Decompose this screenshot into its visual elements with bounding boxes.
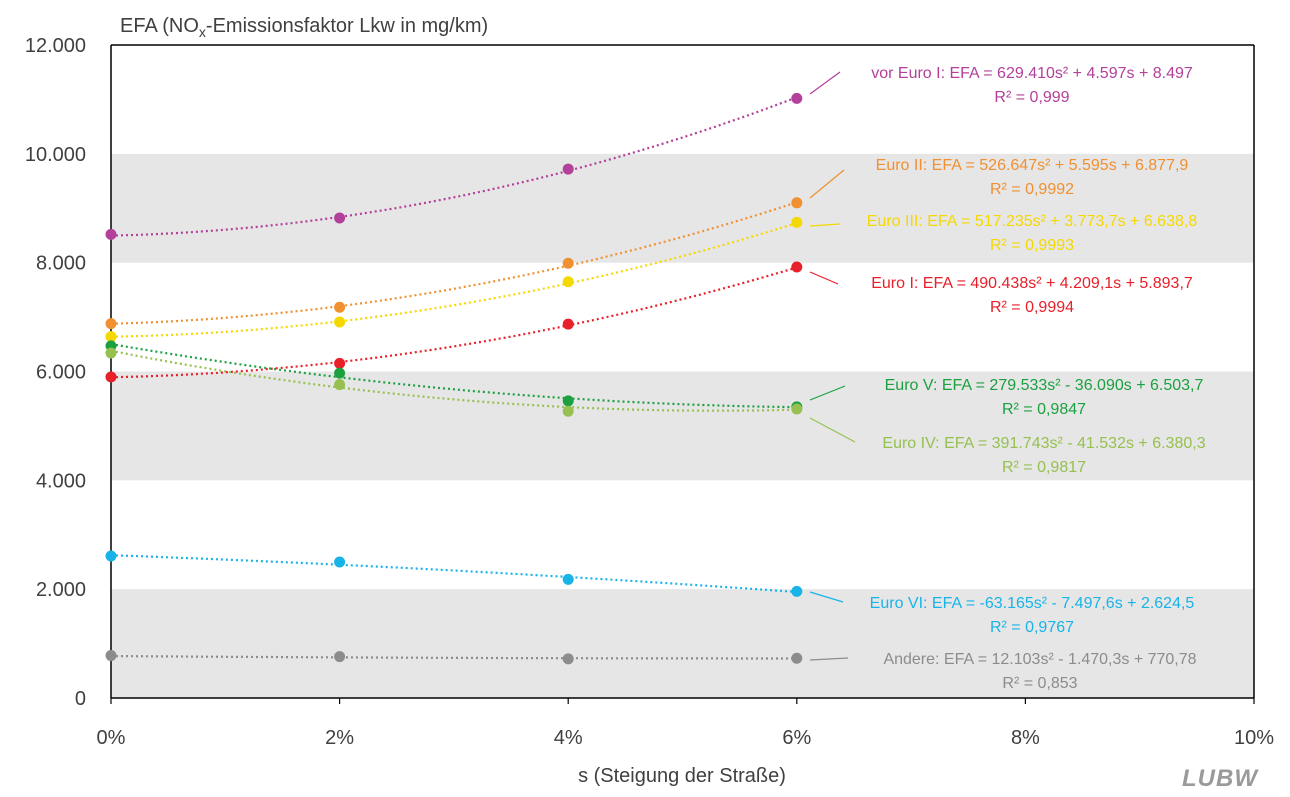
data-point-euro-vi	[105, 550, 117, 562]
data-point-euro-ii	[105, 318, 117, 330]
trend-equation: Euro IV: EFA = 391.743s² - 41.532s + 6.3…	[882, 435, 1205, 452]
data-point-euro-iii	[791, 216, 803, 228]
trend-r-squared: R² = 0,9993	[990, 237, 1074, 254]
trend-equation: Euro III: EFA = 517.235s² + 3.773,7s + 6…	[867, 213, 1198, 230]
data-point-vor-euro-i	[791, 92, 803, 104]
data-point-vor-euro-i	[105, 228, 117, 240]
data-point-euro-i	[105, 371, 117, 383]
trendlines	[110, 96, 798, 660]
data-point-euro-vi	[791, 585, 803, 597]
trend-equation: Andere: EFA = 12.103s² - 1.470,3s + 770,…	[883, 651, 1196, 668]
annotation-leader	[809, 385, 846, 401]
data-point-euro-i	[334, 357, 346, 369]
data-point-euro-iii	[105, 331, 117, 343]
annotation-leader	[809, 591, 844, 603]
annotation-leader	[809, 223, 841, 227]
data-point-euro-iv	[791, 403, 803, 415]
data-point-euro-iv	[105, 347, 117, 359]
data-point-vor-euro-i	[562, 163, 574, 175]
trendline-andere	[111, 655, 797, 660]
y-tick-label: 8.000	[36, 253, 86, 275]
data-point-euro-ii	[562, 257, 574, 269]
y-tick-label: 12.000	[25, 35, 86, 57]
data-point-euro-ii	[334, 301, 346, 313]
data-point-andere	[105, 650, 117, 662]
trend-r-squared: R² = 0,853	[1002, 675, 1077, 692]
y-tick-label: 6.000	[36, 362, 86, 384]
trend-equation: Euro V: EFA = 279.533s² - 36.090s + 6.50…	[885, 377, 1204, 394]
y-tick-label: 10.000	[25, 144, 86, 166]
trend-equation: vor Euro I: EFA = 629.410s² + 4.597s + 8…	[871, 65, 1193, 82]
x-tick-label: 0%	[97, 727, 126, 749]
lubw-logo: LUBW	[1182, 765, 1259, 792]
trendline-euro-v	[110, 343, 797, 409]
annotation-leader	[809, 417, 856, 443]
trendline-euro-iv	[110, 349, 797, 412]
data-point-vor-euro-i	[334, 212, 346, 224]
trend-equation: Euro II: EFA = 526.647s² + 5.595s + 6.87…	[876, 157, 1189, 174]
x-tick-label: 6%	[782, 727, 811, 749]
data-point-andere	[791, 652, 803, 664]
data-point-euro-ii	[791, 197, 803, 209]
y-tick-label: 0	[75, 688, 86, 710]
axes	[110, 44, 1255, 704]
annotation-leader	[809, 169, 845, 199]
x-tick-label: 4%	[554, 727, 583, 749]
grid-band	[111, 589, 1254, 698]
trend-r-squared: R² = 0,9994	[990, 299, 1074, 316]
data-point-euro-v	[334, 367, 346, 379]
data-point-euro-iv	[334, 379, 346, 391]
annotation-leader	[809, 71, 841, 95]
chart-title: EFA (NOx-Emissionsfaktor Lkw in mg/km)	[120, 15, 488, 40]
trend-r-squared: R² = 0,9992	[990, 181, 1074, 198]
x-tick-label: 2%	[325, 727, 354, 749]
data-points	[105, 92, 803, 665]
data-point-andere	[562, 653, 574, 665]
trend-r-squared: R² = 0,9817	[1002, 459, 1086, 476]
data-point-euro-vi	[562, 573, 574, 585]
trendline-vor-euro-i	[110, 96, 798, 237]
y-tick-label: 2.000	[36, 579, 86, 601]
trendline-euro-vi	[110, 554, 797, 594]
trend-equation: Euro I: EFA = 490.438s² + 4.209,1s + 5.8…	[871, 275, 1193, 292]
x-tick-label: 8%	[1011, 727, 1040, 749]
tick-labels: 0 2.000 4.000 6.000 8.000 10.000 12.000 0% 2% 4% 6…	[25, 35, 1274, 749]
trend-equation: Euro VI: EFA = -63.165s² - 7.497,6s + 2.…	[870, 595, 1195, 612]
x-axis-label: s (Steigung der Straße)	[578, 765, 786, 787]
data-point-euro-iii	[334, 316, 346, 328]
trend-annotations: vor Euro I: EFA = 629.410s² + 4.597s + 8…	[809, 65, 1206, 692]
annotation-leader	[809, 271, 839, 285]
trend-r-squared: R² = 0,9847	[1002, 401, 1086, 418]
data-point-andere	[334, 651, 346, 663]
data-point-euro-vi	[334, 556, 346, 568]
y-tick-label: 4.000	[36, 470, 86, 492]
data-point-euro-i	[791, 261, 803, 273]
data-point-euro-i	[562, 318, 574, 330]
trend-r-squared: R² = 0,999	[994, 89, 1069, 106]
x-tick-label: 10%	[1234, 727, 1274, 749]
data-point-euro-iv	[562, 405, 574, 417]
grid-band	[111, 371, 1254, 481]
trend-r-squared: R² = 0,9767	[990, 619, 1074, 636]
data-point-euro-v	[562, 395, 574, 407]
grid-bands	[111, 153, 1254, 698]
grid-band	[111, 153, 1254, 263]
annotation-leader	[809, 657, 849, 661]
data-point-euro-iii	[562, 276, 574, 288]
trendline-euro-i	[110, 266, 798, 379]
